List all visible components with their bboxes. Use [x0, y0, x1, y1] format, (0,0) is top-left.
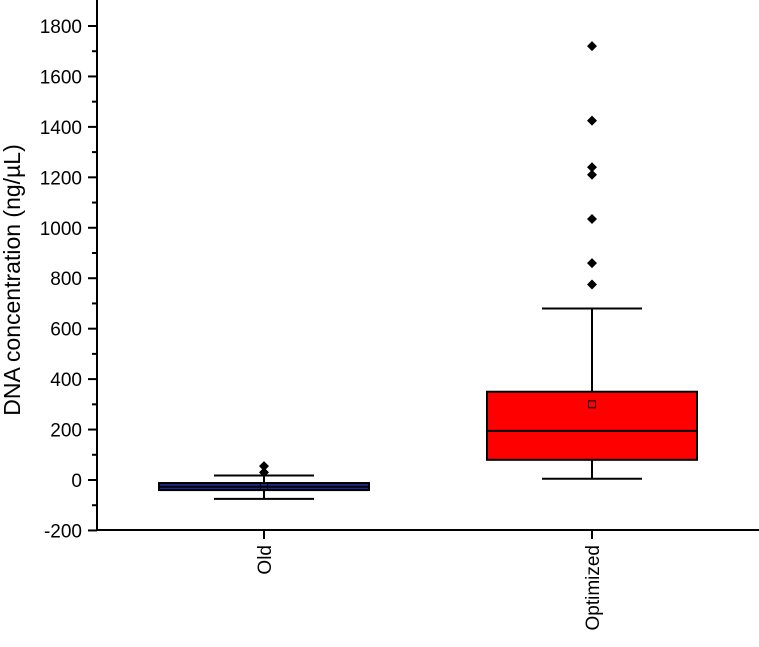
y-tick-label: 1800 [40, 17, 82, 38]
outlier-point [587, 115, 597, 126]
y-tick-label: 800 [50, 269, 82, 290]
outlier-point [587, 279, 597, 290]
outlier-point [587, 169, 597, 180]
boxes-group [158, 41, 698, 500]
outlier-point [587, 213, 597, 224]
mean-marker [588, 400, 596, 409]
mean-marker [260, 482, 268, 491]
y-axis-title: DNA concentration (ng/µL) [0, 144, 25, 416]
y-tick-label: 0 [71, 471, 82, 492]
outlier-point [587, 41, 597, 52]
y-tick-label: 200 [50, 421, 82, 442]
outlier-point [259, 461, 269, 472]
x-tick-label-old: Old [255, 545, 276, 575]
y-axis: -200 0 200 400 600 800 1000 1200 1400 1600 1800 [40, 0, 98, 542]
y-tick-label: 1200 [40, 168, 82, 189]
x-axis: Old Optimized [97, 529, 759, 631]
y-tick-label: 600 [50, 320, 82, 341]
outlier-point [587, 258, 597, 269]
y-tick-label: 400 [50, 370, 82, 391]
y-tick-label: 1600 [40, 67, 82, 88]
outlier-point [259, 467, 269, 478]
box-optimized [486, 41, 698, 480]
box-old [158, 461, 370, 500]
outlier-point [587, 162, 597, 173]
y-tick-label: -200 [44, 521, 82, 542]
y-tick-label: 1400 [40, 118, 82, 139]
x-tick-label-optimized: Optimized [583, 545, 604, 631]
box-rect [486, 390, 698, 461]
y-tick-label: 1000 [40, 219, 82, 240]
